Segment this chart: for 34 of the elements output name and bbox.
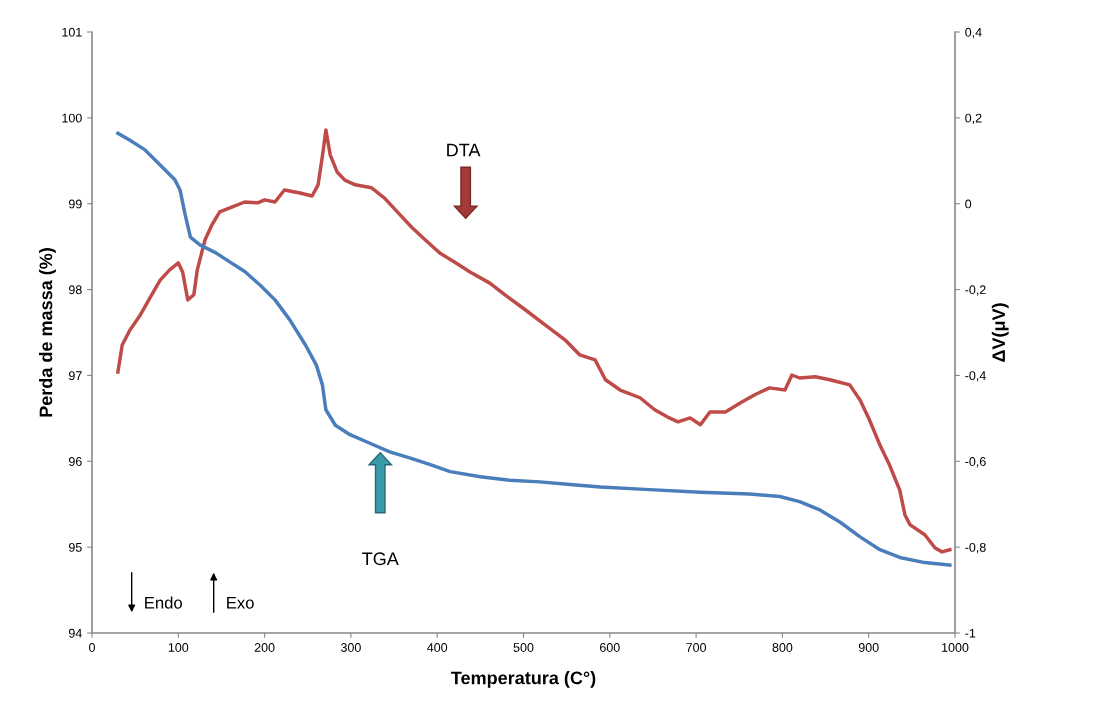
y2-tick-label: -0,8 xyxy=(965,542,986,554)
x-axis-title: Temperatura (C°) xyxy=(451,671,596,688)
y-axis-title: Perda de massa (%) xyxy=(39,248,56,417)
x-tick-label: 100 xyxy=(168,643,189,652)
x-tick-label: 800 xyxy=(772,643,793,652)
y2-tick-label: -0,2 xyxy=(965,285,986,296)
annotation: TGA xyxy=(362,552,399,566)
y-tick-label: 95 xyxy=(68,542,82,552)
y-tick-label: 98 xyxy=(68,285,82,295)
y2-tick-label: -0,6 xyxy=(965,457,986,468)
y-tick-label: 97 xyxy=(68,371,82,381)
annotation: Endo xyxy=(145,596,183,609)
x-tick-label: 900 xyxy=(858,643,879,652)
annotation: Exo xyxy=(227,597,254,609)
x-tick-label: 700 xyxy=(686,643,707,652)
x-tick-label: 300 xyxy=(340,643,361,652)
x-tick-label: 400 xyxy=(427,643,448,652)
y-tick-label: 99 xyxy=(68,199,82,209)
x-tick-label: 200 xyxy=(254,643,275,652)
y2-tick-label: 0,2 xyxy=(965,113,982,124)
y-tick-label: 94 xyxy=(68,628,82,638)
x-tick-label: 0 xyxy=(89,643,95,652)
y-tick-label: 100 xyxy=(62,113,82,123)
x-tick-label: 600 xyxy=(600,643,620,652)
y2-tick-label: -1 xyxy=(965,628,976,638)
y2-tick-label: -0,4 xyxy=(965,371,986,382)
x-tick-label: 1000 xyxy=(942,643,969,652)
annotation: DTA xyxy=(447,143,481,157)
x-tick-label: 500 xyxy=(513,643,534,652)
y2-axis-title: ΔV(μV) xyxy=(991,303,1009,362)
y2-tick-label: 0 xyxy=(965,199,972,209)
y-tick-label: 101 xyxy=(62,27,82,37)
y2-tick-label: 0,4 xyxy=(965,27,982,39)
y-tick-label: 96 xyxy=(68,457,82,466)
